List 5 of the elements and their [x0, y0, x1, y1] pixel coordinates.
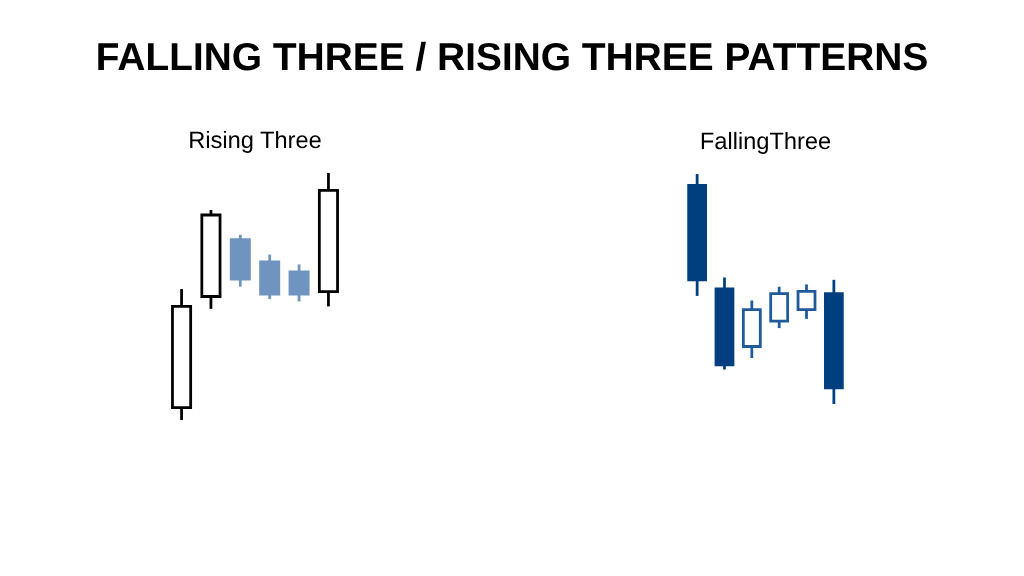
chart-title: Rising Three — [190, 130, 321, 153]
text: FALLING THREE / RISING THREE PATTERNS — [98, 41, 927, 71]
chart-title: FallingThree — [701, 131, 831, 154]
candlestick — [288, 263, 310, 303]
candlestick — [796, 283, 817, 321]
